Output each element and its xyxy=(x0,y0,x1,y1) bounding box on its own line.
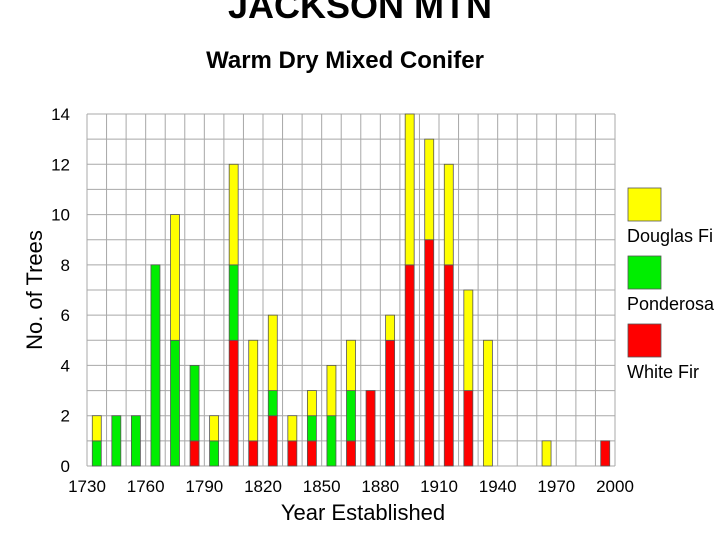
bar-segment xyxy=(267,390,278,417)
bar-segment xyxy=(424,138,435,241)
y-tick-label: 12 xyxy=(51,155,70,174)
legend-label: Ponderosa xyxy=(627,294,715,314)
x-tick-label: 1880 xyxy=(361,477,399,496)
bar-segment xyxy=(228,264,239,341)
y-tick-label: 0 xyxy=(61,457,70,476)
bar-segment xyxy=(248,440,259,467)
bar-segment xyxy=(385,314,396,341)
x-tick-label: 1850 xyxy=(303,477,341,496)
bar-segment xyxy=(189,440,200,467)
y-tick-label: 10 xyxy=(51,206,70,225)
x-tick-label: 1790 xyxy=(185,477,223,496)
bar-segment xyxy=(91,415,102,442)
legend-swatch xyxy=(627,187,662,222)
bar-segment xyxy=(130,415,141,467)
legend-swatch xyxy=(627,255,662,290)
bar-segment xyxy=(228,163,239,266)
x-tick-label: 1910 xyxy=(420,477,458,496)
bar-segment xyxy=(463,289,474,391)
x-tick-label: 1970 xyxy=(537,477,575,496)
bar-segment xyxy=(150,264,161,467)
legend-label: White Fir xyxy=(627,362,699,382)
bar-segment xyxy=(267,415,278,467)
bar-segment xyxy=(463,390,474,467)
bar-segment xyxy=(91,440,102,467)
legend-label: Douglas Fi xyxy=(627,226,713,246)
bar-segment xyxy=(443,264,454,467)
bar-segment xyxy=(346,440,356,467)
bar-segment xyxy=(306,415,317,442)
bar-segment xyxy=(326,365,337,417)
y-tick-label: 8 xyxy=(61,256,70,275)
bar-segment xyxy=(170,214,180,341)
bar-segment xyxy=(600,440,611,467)
bar-segment xyxy=(482,339,493,467)
bar-segment xyxy=(287,415,298,442)
y-tick-label: 14 xyxy=(51,105,70,124)
bar-segment xyxy=(306,440,317,467)
bar-segment xyxy=(404,113,415,266)
x-tick-label: 1940 xyxy=(479,477,517,496)
bar-segment xyxy=(326,415,337,467)
bar-segment xyxy=(346,339,356,391)
bar-segment xyxy=(346,390,356,442)
bar-segment xyxy=(424,239,435,467)
bar-segment xyxy=(189,365,200,442)
bar-segment xyxy=(209,440,220,467)
bar-segment xyxy=(404,264,415,467)
x-tick-label: 1730 xyxy=(68,477,106,496)
y-axis-title: No. of Trees xyxy=(22,230,47,350)
x-tick-label: 2000 xyxy=(596,477,634,496)
bar-segment xyxy=(170,339,180,467)
y-tick-label: 2 xyxy=(61,407,70,426)
bar-segment xyxy=(111,415,122,467)
chart-subtitle: Warm Dry Mixed Conifer xyxy=(206,47,484,74)
x-axis-title: Year Established xyxy=(281,500,445,525)
bar-segment xyxy=(228,339,239,467)
bar-segment xyxy=(365,390,376,467)
bar-segment xyxy=(248,339,259,442)
y-tick-label: 6 xyxy=(61,306,70,325)
chart-title: JACKSON MTN xyxy=(227,0,492,26)
bar-segment xyxy=(541,440,552,467)
bar-segment xyxy=(267,314,278,391)
bar-segment xyxy=(306,390,317,417)
bar-segment xyxy=(287,440,298,467)
legend-swatch xyxy=(627,323,662,358)
y-tick-label: 4 xyxy=(61,356,70,375)
bar-segment xyxy=(209,415,220,442)
bar-segment xyxy=(443,163,454,266)
bar-segment xyxy=(385,339,396,467)
x-tick-label: 1820 xyxy=(244,477,282,496)
x-tick-label: 1760 xyxy=(127,477,165,496)
